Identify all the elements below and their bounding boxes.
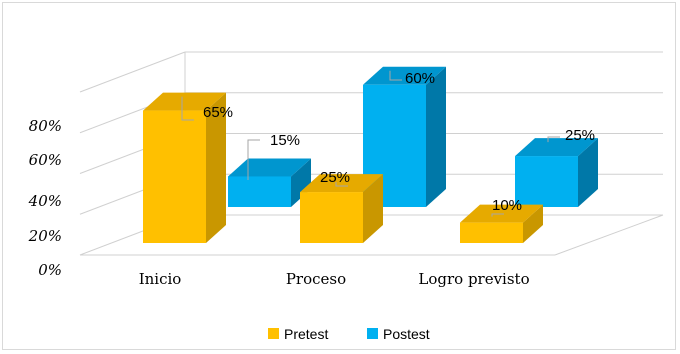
bar-side-pretest-1 xyxy=(363,174,383,243)
y-tick-label: 20% xyxy=(28,227,62,245)
data-label-postest-1: 60% xyxy=(405,70,435,87)
legend-label-pretest: Pretest xyxy=(284,326,328,342)
legend-swatch-postest xyxy=(367,328,378,339)
data-label-postest-2: 25% xyxy=(565,127,595,144)
gridline-side-4 xyxy=(79,51,186,93)
label-leader-postest-1 xyxy=(389,70,402,81)
bar-top-postest-1 xyxy=(363,66,446,85)
bar-top-pretest-0 xyxy=(143,92,226,111)
bar-pretest-1 xyxy=(300,192,363,243)
legend-swatch-pretest xyxy=(268,328,279,339)
y-tick-label: 0% xyxy=(38,261,62,279)
bar-side-pretest-2 xyxy=(523,204,543,243)
legend-label-postest: Postest xyxy=(383,326,430,342)
label-leader-postest-2 xyxy=(547,136,560,143)
data-label-pretest-0: 65% xyxy=(203,104,233,121)
data-label-pretest-2: 10% xyxy=(492,197,522,214)
category-label-0: Inicio xyxy=(139,270,182,288)
bar-pretest-2 xyxy=(460,222,523,243)
bar-side-pretest-0 xyxy=(206,92,226,243)
y-tick-label: 80% xyxy=(29,117,62,135)
bar-pretest-0 xyxy=(143,110,206,243)
bar-top-postest-2 xyxy=(515,138,598,157)
label-leader-pretest-2 xyxy=(491,213,504,217)
label-leader-pretest-0 xyxy=(181,96,194,121)
category-label-1: Proceso xyxy=(286,270,346,288)
bar-side-postest-1 xyxy=(426,66,446,207)
y-tick-label: 40% xyxy=(28,192,62,210)
bar-top-pretest-1 xyxy=(300,174,383,193)
label-leader-pretest-1 xyxy=(335,182,348,187)
y-tick-label: 60% xyxy=(29,151,62,169)
data-label-postest-0: 15% xyxy=(270,132,300,149)
floor-right-edge xyxy=(554,214,664,256)
data-label-pretest-1: 25% xyxy=(320,169,350,186)
bar-side-postest-2 xyxy=(578,138,598,207)
bar-top-postest-0 xyxy=(228,158,311,177)
bar-side-postest-0 xyxy=(291,158,311,207)
bar-postest-2 xyxy=(515,156,578,207)
label-leader-postest-0 xyxy=(247,139,260,180)
category-label-2: Logro previsto xyxy=(418,270,529,288)
bar-postest-0 xyxy=(228,176,291,207)
